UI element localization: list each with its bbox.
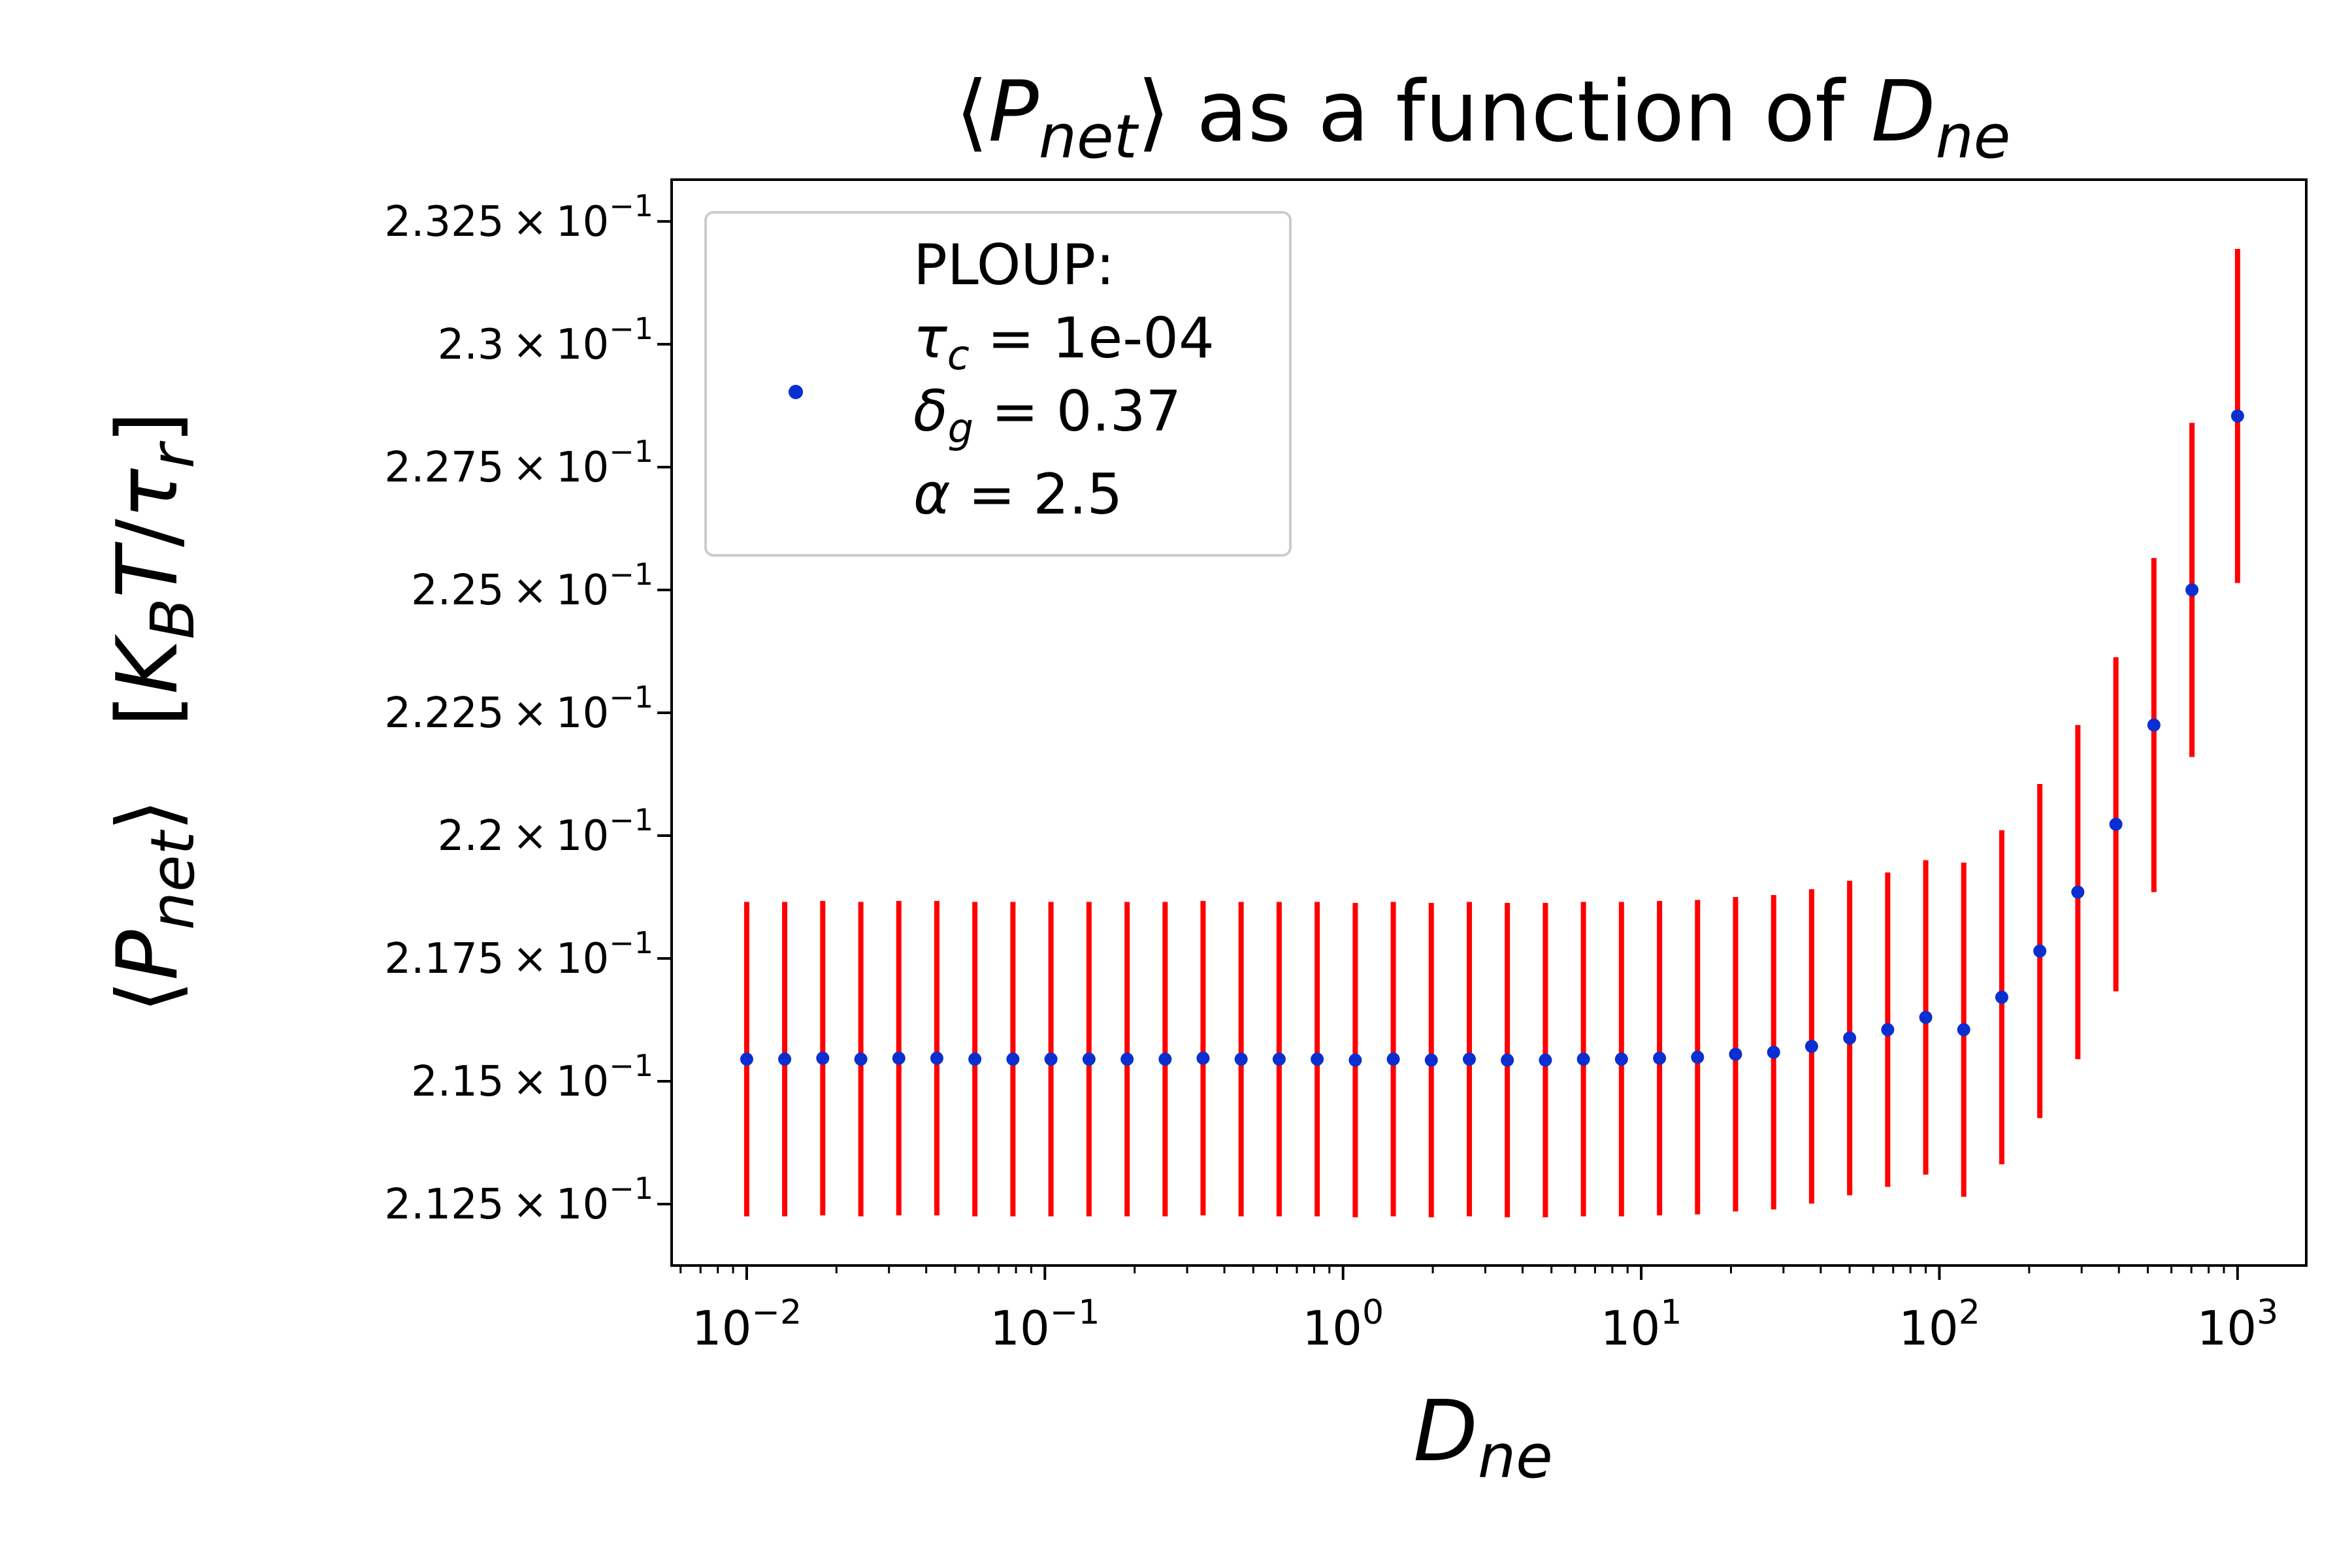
data-point <box>930 1051 943 1065</box>
data-point <box>1462 1053 1476 1066</box>
x-tick-label: 100 <box>1302 1293 1384 1356</box>
data-point <box>816 1051 830 1065</box>
y-tick-label: 2.2 × 10−1 <box>438 802 653 860</box>
legend-line-2: τc = 1e-04 <box>913 306 1215 379</box>
data-point <box>1386 1053 1400 1066</box>
data-point <box>1691 1051 1705 1064</box>
data-point <box>1348 1053 1362 1067</box>
data-point <box>1501 1053 1514 1067</box>
data-point <box>740 1053 753 1066</box>
data-point <box>1614 1053 1628 1066</box>
data-point <box>968 1053 982 1066</box>
data-point <box>1311 1053 1324 1066</box>
data-point <box>1919 1011 1933 1024</box>
data-point <box>1576 1053 1590 1066</box>
x-tick-label: 10−1 <box>990 1293 1100 1356</box>
data-point <box>1995 990 2008 1004</box>
data-point <box>1805 1039 1818 1053</box>
data-point <box>1881 1023 1895 1037</box>
x-axis-ticks: 10−2 10−1 100 101 102 103 <box>679 1266 2278 1356</box>
x-tick-label: 102 <box>1899 1293 1980 1356</box>
axes-frame <box>670 178 2308 1267</box>
plot-area <box>670 178 2308 1267</box>
legend-line-1: PLOUP: <box>913 233 1115 298</box>
legend-box <box>704 211 1292 557</box>
legend-marker <box>789 385 803 399</box>
legend-line-3: δg = 0.37 <box>913 379 1181 452</box>
data-point <box>1082 1053 1096 1066</box>
y-axis-ticks: 2.125 × 10−1 2.15 × 10−1 2.175 × 10−1 2.2 ×… <box>384 188 672 1229</box>
chart-title: ⟨Pnet⟩ as a function of Dne <box>956 63 2011 172</box>
x-tick-label: 10−2 <box>692 1293 802 1356</box>
data-point <box>1424 1053 1438 1067</box>
data-point <box>2109 817 2123 831</box>
y-tick-label: 2.25 × 10−1 <box>411 557 653 615</box>
data-point <box>2230 409 2244 423</box>
legend-line-4: α = 2.5 <box>913 462 1122 527</box>
y-axis-label: ⟨Pnet⟩[KBT/τr] <box>99 411 208 1013</box>
data-point <box>1767 1045 1780 1059</box>
data-point <box>1272 1053 1286 1066</box>
data-point <box>2071 885 2085 899</box>
x-axis-label: Dne <box>1413 1383 1552 1492</box>
data-point <box>1006 1053 1020 1066</box>
data-point <box>1539 1053 1552 1067</box>
y-tick-label: 2.125 × 10−1 <box>384 1171 653 1229</box>
data-point <box>1843 1031 1857 1045</box>
y-tick-label: 2.275 × 10−1 <box>384 434 653 492</box>
data-point <box>1196 1051 1210 1065</box>
data-point <box>2185 583 2199 596</box>
data-point <box>1957 1023 1970 1037</box>
data-point <box>1234 1053 1248 1066</box>
y-tick-label: 2.15 × 10−1 <box>411 1048 653 1106</box>
data-point <box>1120 1053 1134 1066</box>
data-point <box>778 1053 792 1066</box>
y-tick-label: 2.175 × 10−1 <box>384 925 653 983</box>
legend: PLOUP: τc = 1e-04 δg = 0.37 α = 2.5 <box>704 211 1292 557</box>
y-tick-label: 2.225 × 10−1 <box>384 679 653 738</box>
data-point <box>1653 1051 1667 1065</box>
data-points <box>740 409 2244 1067</box>
y-tick-label: 2.325 × 10−1 <box>384 188 653 246</box>
data-point <box>2147 718 2161 732</box>
data-point <box>1044 1053 1058 1066</box>
data-point <box>1729 1047 1742 1061</box>
data-point <box>2033 944 2047 958</box>
data-point <box>1158 1053 1172 1066</box>
x-tick-label: 103 <box>2197 1293 2278 1356</box>
x-tick-label: 101 <box>1601 1293 1682 1356</box>
data-point <box>892 1051 906 1065</box>
y-tick-label: 2.3 × 10−1 <box>438 311 653 369</box>
data-point <box>854 1053 868 1066</box>
